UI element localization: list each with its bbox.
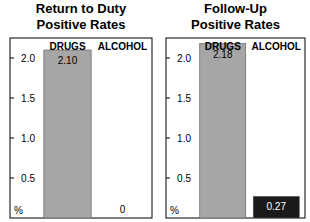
title-line: Positive Rates	[37, 17, 126, 32]
category-label: ALCOHOL	[252, 41, 301, 52]
title-line: Return to Duty	[36, 1, 127, 16]
figure: Return to DutyPositive Rates0.51.01.52.0…	[0, 0, 310, 222]
y-tick	[166, 98, 170, 99]
plot-frame	[10, 38, 152, 218]
bar	[253, 196, 299, 218]
y-tick	[166, 178, 170, 179]
chart-title: Return to DutyPositive Rates	[36, 1, 127, 32]
y-axis-label: %	[14, 205, 23, 216]
y-tick-label: 0.5	[21, 173, 35, 184]
chart-title: Follow-UpPositive Rates	[191, 1, 280, 32]
y-tick	[166, 138, 170, 139]
y-tick-label: 1.0	[21, 133, 35, 144]
plot-frame	[166, 38, 305, 218]
y-tick-label: 1.5	[177, 93, 191, 104]
y-tick-label: 1.5	[21, 93, 35, 104]
y-tick	[166, 58, 170, 59]
data-label: 0	[120, 204, 126, 215]
chart-panel: Follow-UpPositive Rates0.51.01.52.0%DRUG…	[166, 1, 305, 218]
bar	[200, 44, 246, 218]
title-line: Follow-Up	[204, 1, 267, 16]
y-axis-label: %	[170, 205, 179, 216]
data-label: 0.27	[267, 201, 287, 212]
bar	[44, 50, 91, 218]
category-label: ALCOHOL	[98, 41, 147, 52]
y-tick	[10, 138, 14, 139]
y-tick	[10, 98, 14, 99]
bars	[44, 50, 91, 218]
data-label: 2.18	[213, 49, 233, 60]
category-label: DRUGS	[49, 41, 85, 52]
title-line: Positive Rates	[191, 17, 280, 32]
data-label: 2.10	[58, 55, 78, 66]
y-tick-label: 0.5	[177, 173, 191, 184]
y-tick	[10, 178, 14, 179]
bars	[200, 44, 300, 218]
bar	[99, 218, 146, 219]
y-tick-label: 2.0	[21, 53, 35, 64]
chart-panel: Return to DutyPositive Rates 0.5 1.0 1.5 2.0…	[10, 1, 152, 218]
y-tick-label: 2.0	[177, 53, 191, 64]
y-tick-label: 1.0	[177, 133, 191, 144]
y-tick	[10, 58, 14, 59]
